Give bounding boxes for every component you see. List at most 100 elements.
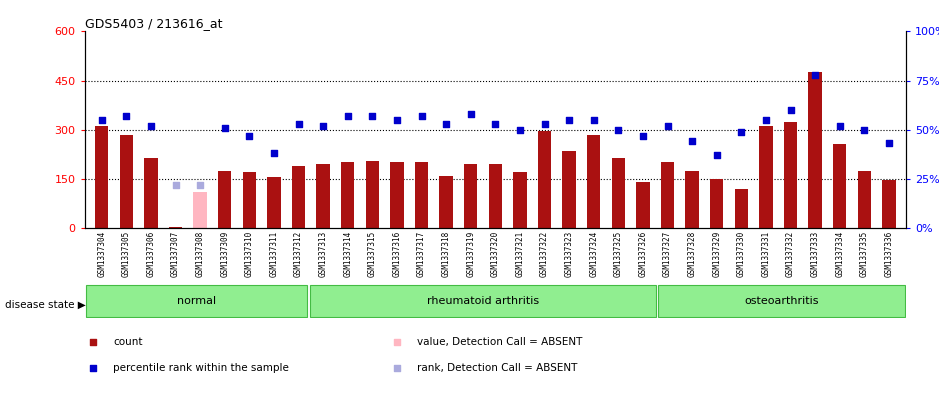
- Bar: [513, 172, 527, 228]
- Bar: [833, 144, 846, 228]
- Bar: [242, 172, 256, 228]
- Point: [882, 140, 897, 147]
- Bar: [439, 176, 453, 228]
- Text: GSM1337312: GSM1337312: [294, 231, 303, 277]
- Text: rank, Detection Call = ABSENT: rank, Detection Call = ABSENT: [417, 363, 577, 373]
- Text: GSM1337336: GSM1337336: [885, 231, 893, 277]
- Text: GSM1337305: GSM1337305: [122, 231, 131, 277]
- Point: [340, 113, 355, 119]
- Text: GSM1337318: GSM1337318: [441, 231, 451, 277]
- Text: GSM1337326: GSM1337326: [639, 231, 647, 277]
- Bar: [734, 189, 748, 228]
- Point: [168, 182, 183, 188]
- Text: GSM1337309: GSM1337309: [221, 231, 229, 277]
- Point: [217, 125, 232, 131]
- Text: GSM1337310: GSM1337310: [245, 231, 254, 277]
- Text: GSM1337313: GSM1337313: [318, 231, 328, 277]
- Point: [316, 123, 331, 129]
- Point: [832, 123, 847, 129]
- Point: [390, 117, 405, 123]
- Bar: [658, 285, 905, 317]
- Point: [365, 113, 380, 119]
- Point: [808, 72, 823, 78]
- Bar: [145, 158, 158, 228]
- Bar: [169, 227, 182, 228]
- Text: GSM1337325: GSM1337325: [614, 231, 623, 277]
- Bar: [636, 182, 650, 228]
- Point: [537, 121, 552, 127]
- Point: [513, 127, 528, 133]
- Point: [660, 123, 675, 129]
- Text: GSM1337319: GSM1337319: [467, 231, 475, 277]
- Point: [636, 132, 651, 139]
- Text: GSM1337329: GSM1337329: [712, 231, 721, 277]
- Text: GSM1337320: GSM1337320: [491, 231, 500, 277]
- Text: normal: normal: [177, 296, 216, 306]
- Point: [414, 113, 429, 119]
- Text: GSM1337321: GSM1337321: [516, 231, 524, 277]
- Bar: [759, 127, 773, 228]
- Bar: [415, 162, 428, 228]
- Text: count: count: [114, 337, 143, 347]
- Bar: [562, 151, 576, 228]
- Text: GSM1337331: GSM1337331: [762, 231, 770, 277]
- Text: GSM1337334: GSM1337334: [835, 231, 844, 277]
- Text: GSM1337311: GSM1337311: [269, 231, 279, 277]
- Point: [144, 123, 159, 129]
- Text: percentile rank within the sample: percentile rank within the sample: [114, 363, 289, 373]
- Point: [562, 117, 577, 123]
- Text: GSM1337315: GSM1337315: [368, 231, 377, 277]
- Text: GSM1337335: GSM1337335: [860, 231, 869, 277]
- Point: [562, 129, 577, 136]
- Bar: [857, 171, 871, 228]
- Bar: [119, 134, 133, 228]
- Text: GSM1337332: GSM1337332: [786, 231, 795, 277]
- Point: [586, 117, 601, 123]
- Bar: [808, 72, 822, 228]
- Point: [463, 111, 478, 117]
- Bar: [464, 164, 478, 228]
- Point: [783, 107, 798, 113]
- Text: rheumatoid arthritis: rheumatoid arthritis: [427, 296, 539, 306]
- Text: GSM1337308: GSM1337308: [195, 231, 205, 277]
- Bar: [316, 164, 330, 228]
- Text: GSM1337304: GSM1337304: [98, 231, 106, 277]
- Point: [119, 113, 134, 119]
- Bar: [488, 164, 502, 228]
- Bar: [710, 179, 723, 228]
- Bar: [85, 285, 307, 317]
- Text: value, Detection Call = ABSENT: value, Detection Call = ABSENT: [417, 337, 582, 347]
- Bar: [391, 162, 404, 228]
- Bar: [95, 127, 109, 228]
- Text: GSM1337316: GSM1337316: [393, 231, 402, 277]
- Point: [685, 138, 700, 145]
- Text: GSM1337306: GSM1337306: [146, 231, 156, 277]
- Bar: [661, 162, 674, 228]
- Point: [759, 117, 774, 123]
- Point: [610, 127, 625, 133]
- Point: [291, 121, 306, 127]
- Bar: [365, 161, 379, 228]
- Text: GSM1337330: GSM1337330: [737, 231, 746, 277]
- Point: [192, 182, 208, 188]
- Bar: [292, 166, 305, 228]
- Text: GSM1337322: GSM1337322: [540, 231, 549, 277]
- Point: [267, 150, 282, 156]
- Point: [733, 129, 748, 135]
- Bar: [218, 171, 232, 228]
- Bar: [538, 131, 551, 228]
- Point: [94, 117, 109, 123]
- Text: disease state ▶: disease state ▶: [5, 299, 85, 310]
- Text: GSM1337317: GSM1337317: [417, 231, 426, 277]
- Bar: [784, 121, 797, 228]
- Point: [439, 121, 454, 127]
- Bar: [193, 192, 207, 228]
- Bar: [685, 171, 699, 228]
- Text: GSM1337328: GSM1337328: [687, 231, 697, 277]
- Bar: [341, 162, 355, 228]
- Point: [242, 132, 257, 139]
- Bar: [587, 134, 600, 228]
- Text: GSM1337323: GSM1337323: [564, 231, 574, 277]
- Text: GSM1337327: GSM1337327: [663, 231, 672, 277]
- Text: GDS5403 / 213616_at: GDS5403 / 213616_at: [85, 17, 222, 30]
